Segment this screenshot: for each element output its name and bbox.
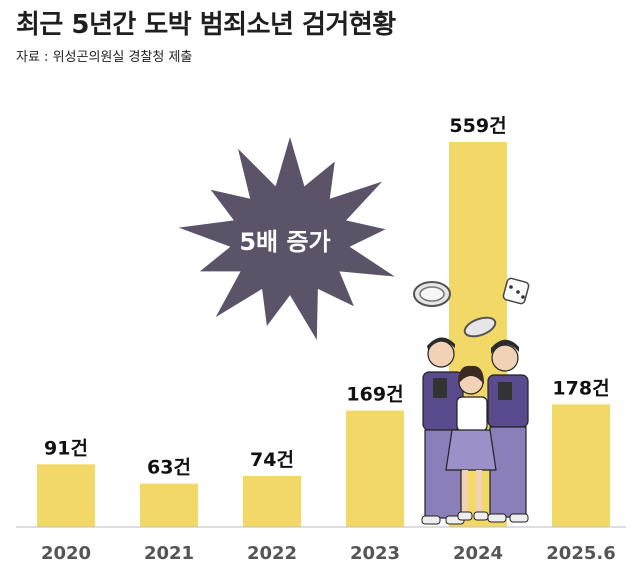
value-label-2025.6: 178건	[552, 377, 609, 399]
bar-2023	[346, 410, 404, 527]
labels-group: 91건 63건 74건 169건 559건 178건	[44, 115, 610, 479]
x-tick-label-2020: 2020	[41, 543, 91, 564]
student-figure	[421, 337, 465, 525]
x-tick-label-2025.6: 2025.6	[546, 543, 615, 564]
value-label-2020: 91건	[44, 437, 88, 459]
callout-text: 5배 증가	[239, 228, 330, 256]
value-label-2023: 169건	[346, 384, 403, 406]
gambling-illustration	[413, 277, 530, 525]
callout-starburst: 5배 증가	[178, 137, 395, 340]
x-tick-label-2022: 2022	[247, 543, 297, 564]
source-note: 자료 : 위성곤의원실 경찰청 제출	[16, 50, 193, 65]
value-label-2021: 63건	[147, 457, 191, 479]
bar-2022	[243, 476, 301, 527]
x-tick-label-2023: 2023	[350, 543, 400, 564]
chart-title: 최근 5년간 도박 범죄소년 검거현황	[16, 10, 396, 40]
starburst-shape	[178, 137, 395, 340]
dice-icon	[502, 277, 530, 305]
x-tick-label-2021: 2021	[144, 543, 194, 564]
bar-2020	[37, 464, 95, 527]
student-figure	[487, 339, 529, 523]
bar-2021	[140, 483, 198, 527]
student-figure	[445, 365, 497, 521]
x-tick-label-2024: 2024	[453, 543, 503, 564]
value-label-2022: 74건	[250, 449, 294, 471]
bar-2025.6	[552, 404, 610, 527]
x-axis-ticks: 2020 2021 2022 2023 2024 2025.6	[41, 543, 616, 564]
coin-icon	[413, 281, 451, 307]
value-label-2024: 559건	[449, 115, 506, 137]
coin-icon	[463, 316, 497, 338]
